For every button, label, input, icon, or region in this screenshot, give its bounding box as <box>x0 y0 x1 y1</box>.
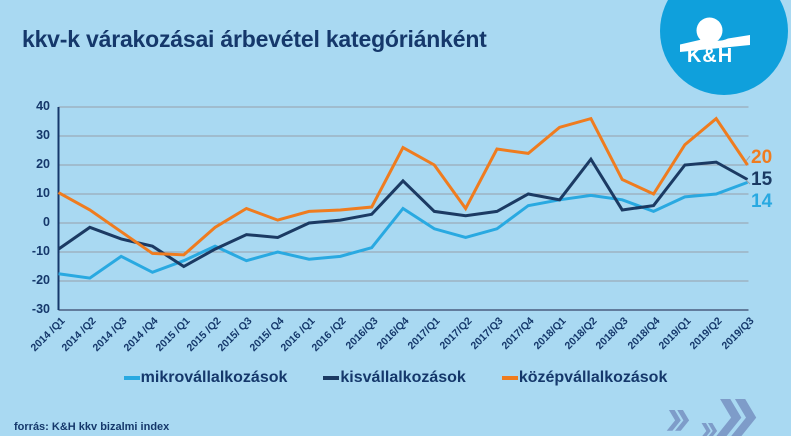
person-icon <box>680 17 750 52</box>
y-tick-label: 0 <box>43 215 50 229</box>
source-note: forrás: K&H kkv bizalmi index <box>14 421 170 433</box>
leader-tick <box>745 179 751 185</box>
kh-logo: K&H <box>660 0 788 95</box>
mikro-line-swatch <box>123 376 140 380</box>
page-title: kkv-k várakozásai árbevétel kategóriánké… <box>22 26 487 52</box>
end-value-kis: 15 <box>751 169 773 190</box>
legend: mikrovállalkozások kisvállalkozások közé… <box>0 369 791 387</box>
legend-label-kozep: középvállalkozások <box>518 369 668 386</box>
y-tick-label: -20 <box>31 273 50 287</box>
y-tick-label: -30 <box>31 302 50 316</box>
line-kis <box>57 156 749 269</box>
end-value-mikro: 14 <box>751 191 773 212</box>
line-kozep <box>57 116 749 257</box>
legend-item-kozep: középvállalkozások <box>501 369 668 387</box>
legend-item-mikro: mikrovállalkozások <box>123 369 288 387</box>
kozep-line-swatch <box>501 376 518 380</box>
legend-label-kis: kisvállalkozások <box>340 369 466 386</box>
end-value-kozep: 20 <box>751 147 773 168</box>
kis-line-swatch <box>323 376 340 380</box>
y-tick-label: 40 <box>36 99 50 113</box>
y-tick-label: -10 <box>31 244 50 258</box>
kh-logo-text: K&H <box>686 45 734 67</box>
y-tick-label: 10 <box>36 186 50 200</box>
bottom-border <box>0 436 791 441</box>
y-tick-label: 30 <box>36 128 50 142</box>
legend-label-mikro: mikrovállalkozások <box>140 369 288 386</box>
legend-item-kis: kisvállalkozások <box>323 369 466 387</box>
leader-tick <box>745 155 751 162</box>
y-tick-label: 20 <box>36 157 50 171</box>
line-mikro <box>58 180 749 280</box>
